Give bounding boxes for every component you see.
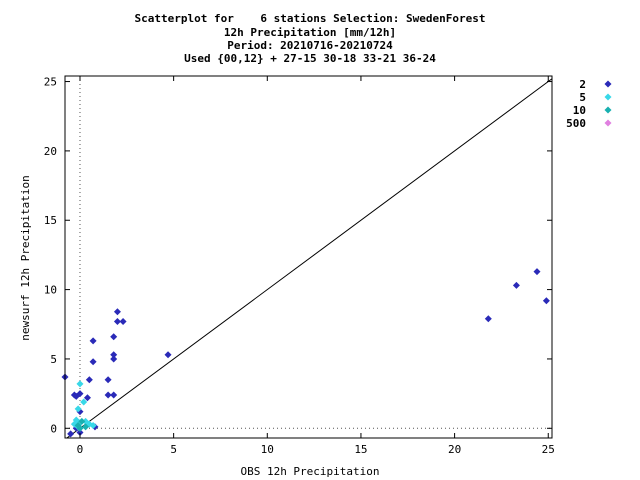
data-point <box>80 398 88 406</box>
y-tick-label: 10 <box>44 284 57 297</box>
data-point <box>113 317 121 325</box>
data-point <box>110 333 118 341</box>
y-tick-label: 25 <box>44 76 57 89</box>
x-tick-label: 15 <box>354 443 367 456</box>
plot-frame <box>64 75 553 439</box>
x-tick-label: 20 <box>448 443 461 456</box>
title-block: Scatterplot for 6 stations Selection: Sw… <box>135 12 486 65</box>
identity-line <box>66 78 553 439</box>
data-point <box>89 358 97 366</box>
legend-label: 5 <box>579 91 586 104</box>
legend-marker <box>604 93 612 101</box>
data-point <box>110 355 118 363</box>
data-point <box>83 394 91 402</box>
legend-label: 500 <box>566 117 586 130</box>
y-tick-label: 20 <box>44 145 57 158</box>
y-axis-label: newsurf 12h Precipitation <box>19 175 32 341</box>
data-point <box>76 380 84 388</box>
data-point <box>484 315 492 323</box>
y-tick-label: 15 <box>44 214 57 227</box>
data-point <box>533 268 541 276</box>
data-point <box>76 428 84 436</box>
chart-title-line-3: Period: 20210716-20210724 <box>227 39 393 52</box>
data-point <box>512 281 520 289</box>
data-point <box>104 376 112 384</box>
data-point <box>82 423 90 431</box>
data-point <box>76 390 84 398</box>
data-point <box>85 376 93 384</box>
x-tick-label: 10 <box>261 443 274 456</box>
data-points <box>61 268 550 438</box>
data-point <box>164 351 172 359</box>
grid <box>65 76 552 438</box>
legend-label: 2 <box>579 78 586 91</box>
chart-title-line-1: Scatterplot for 6 stations Selection: Sw… <box>135 12 486 25</box>
data-point <box>74 405 82 413</box>
chart-title-line-4: Used {00,12} + 27-15 30-18 33-21 36-24 <box>184 52 436 65</box>
x-tick-label: 25 <box>542 443 555 456</box>
legend-marker <box>604 119 612 127</box>
chart-title-line-2: 12h Precipitation [mm/12h] <box>224 26 396 39</box>
x-tick-label: 5 <box>170 443 177 456</box>
axis-ticks: 0 5 10 15 20 25 0 5 10 15 20 25 <box>44 76 555 456</box>
x-tick-label: 0 <box>77 443 84 456</box>
data-point <box>89 337 97 345</box>
y-tick-label: 0 <box>50 422 57 435</box>
data-point <box>119 317 127 325</box>
data-point <box>78 417 86 425</box>
legend-marker <box>604 80 612 88</box>
data-point <box>76 424 84 432</box>
x-axis-label: OBS 12h Precipitation <box>240 465 379 478</box>
data-point <box>89 422 97 430</box>
data-point <box>113 308 121 316</box>
legend-label: 10 <box>573 104 586 117</box>
y-tick-label: 5 <box>50 353 57 366</box>
data-point <box>542 297 550 305</box>
data-point <box>104 391 112 399</box>
legend-marker <box>604 106 612 114</box>
data-point <box>67 430 75 438</box>
data-point <box>110 391 118 399</box>
data-point <box>110 351 118 359</box>
